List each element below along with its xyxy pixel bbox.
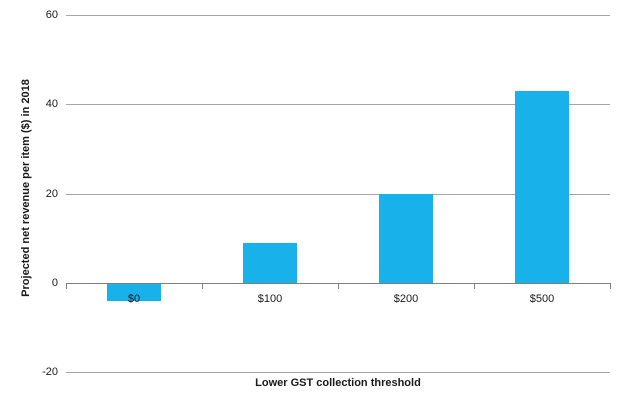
x-category-label: $500 xyxy=(529,292,555,305)
y-tick-label: -20 xyxy=(42,366,58,378)
gridline-20 xyxy=(66,193,610,195)
x-axis-tick xyxy=(338,282,339,289)
x-axis-tick xyxy=(474,282,475,289)
y-tick-label: 60 xyxy=(45,9,58,21)
gridline-60 xyxy=(66,15,610,16)
x-axis-title: Lower GST collection threshold xyxy=(255,377,421,389)
bar-500 xyxy=(515,90,569,283)
bar-100 xyxy=(243,242,297,283)
y-tick-label: 0 xyxy=(51,276,58,289)
x-category-label: $200 xyxy=(393,292,419,305)
x-axis-tick xyxy=(66,282,67,289)
y-tick-label: 20 xyxy=(45,187,58,200)
gridline-40 xyxy=(66,104,610,106)
bar-200 xyxy=(379,193,433,283)
y-tick-label: 40 xyxy=(45,98,58,111)
x-category-label: $0 xyxy=(127,292,141,305)
gridline--20 xyxy=(66,372,610,373)
x-category-label: $100 xyxy=(257,292,283,305)
bar-0 xyxy=(107,282,161,301)
x-axis-tick xyxy=(610,282,611,289)
x-axis-tick xyxy=(202,282,203,289)
